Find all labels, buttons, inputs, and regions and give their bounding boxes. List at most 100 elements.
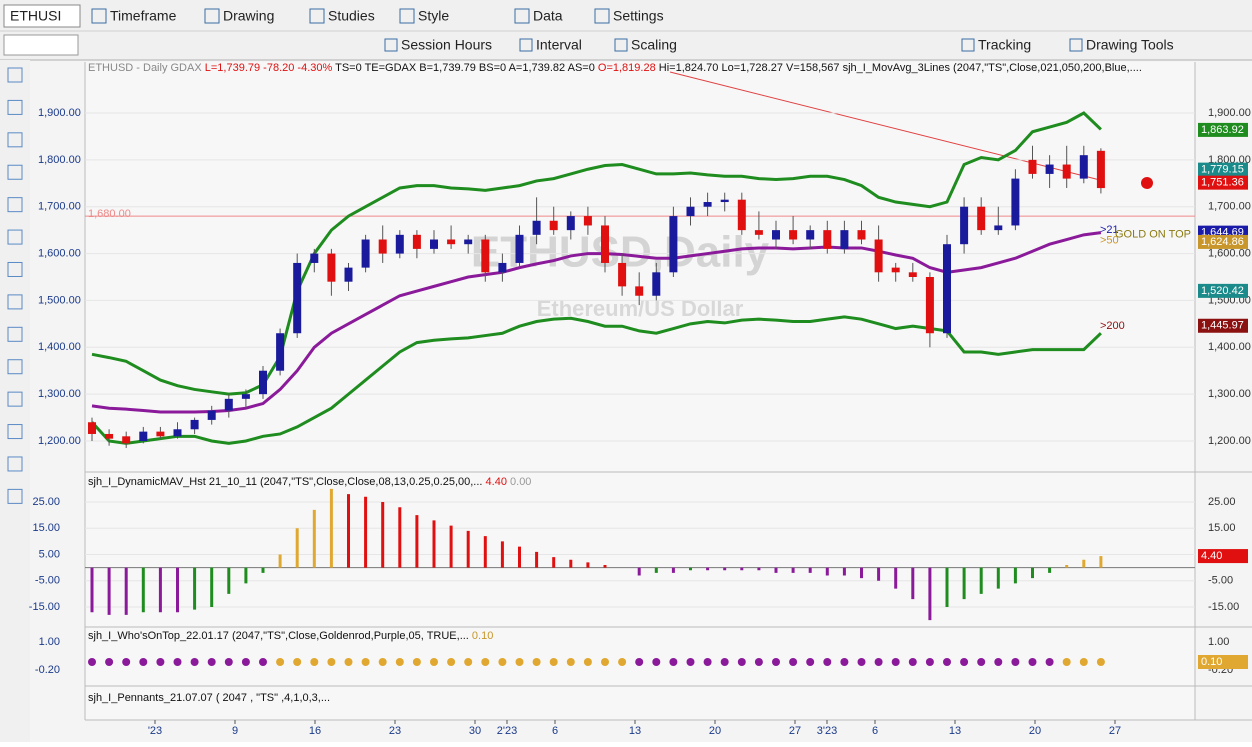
trend-line [669,71,1101,181]
annotation: >21 [1100,224,1119,236]
tool-icon[interactable] [7,456,23,472]
hist-bar [90,567,94,613]
y-tick-label: 1,600.00 [38,247,81,259]
candle-body [139,431,148,441]
candle-body [105,433,114,439]
price-badge [1198,234,1248,249]
candle-body [720,199,729,203]
toolbar-button[interactable]: Scaling [631,37,677,53]
candle-body [891,267,900,273]
tool-icon[interactable] [7,488,23,504]
tool-icon[interactable] [399,8,415,24]
state-dot [1028,658,1037,666]
tool-icon[interactable] [614,38,628,52]
candle-body [156,431,165,437]
candle-body [241,394,250,399]
state-dot [464,658,473,666]
header-quote: TS=0 TE=GDAX B=1,739.79 BS=0 A=1,739.82 … [335,62,595,74]
state-dot [190,658,199,666]
toolbar-button[interactable]: Data [533,8,563,24]
tool-icon[interactable] [204,8,220,24]
candle-body [583,216,592,226]
y-tick-label: -5.00 [1208,575,1233,587]
tool-icon[interactable] [7,261,23,277]
hist-bar [603,565,607,568]
value-badge-label: 0.10 [1201,656,1222,668]
state-dot [874,658,883,666]
tool-icon[interactable] [7,164,23,180]
value-badge [1198,655,1248,669]
price-badge [1198,122,1248,137]
toolbar-button[interactable]: Drawing [223,8,274,24]
tool-icon[interactable] [7,99,23,115]
tool-icon[interactable] [1069,38,1083,52]
candle-body [122,436,131,444]
candle-body [310,253,319,263]
toolbar-button[interactable]: Interval [536,37,582,53]
hist-bar [415,515,419,568]
symbol-box[interactable] [3,4,81,28]
state-dot [549,658,558,666]
tool-icon[interactable] [7,197,23,213]
toolbar-button[interactable]: Settings [613,8,664,24]
state-dot [515,658,524,666]
state-dot [806,658,815,666]
hist-bar [894,567,898,589]
candle-body [430,239,438,249]
toolbar-button[interactable]: Studies [328,8,375,24]
state-dot [583,658,592,666]
state-dot [430,658,438,666]
candle-body [549,220,558,231]
tool-icon[interactable] [7,424,23,440]
hist-bar [449,525,453,568]
tool-icon[interactable] [594,8,610,24]
candle-body [1028,159,1037,174]
tool-icon[interactable] [384,38,398,52]
y-tick-label: 1,600.00 [1208,247,1251,259]
tool-icon[interactable] [7,229,23,245]
tool-icon[interactable] [7,132,23,148]
hist-bar [278,554,282,568]
hist-bar [535,551,539,568]
combo-box[interactable] [3,34,79,56]
state-dot [789,658,798,666]
tool-icon[interactable] [514,8,530,24]
hist-bar [996,567,1000,589]
candle-body [498,262,507,273]
tool-icon[interactable] [7,326,23,342]
hist-bar [860,567,863,579]
tool-icon[interactable] [7,359,23,375]
toolbar-button[interactable]: Style [418,8,449,24]
tool-icon[interactable] [91,8,107,24]
tool-icon[interactable] [961,38,975,52]
tool-icon[interactable] [7,391,23,407]
tool-icon[interactable] [7,294,23,310]
price-badge-label: 1,520.42 [1201,285,1244,297]
candle-body [925,277,934,334]
toolbar-button[interactable]: Timeframe [110,8,177,24]
price-badge [1198,162,1248,177]
candle-body [754,230,763,235]
tool-icon[interactable] [519,38,533,52]
candle-body [259,370,267,395]
toolbar-button[interactable]: Session Hours [401,37,492,53]
price-badge-label: 1,445.97 [1201,320,1244,332]
candle-body [361,239,370,268]
toolbar-button[interactable]: Drawing Tools [1086,37,1174,53]
tool-icon[interactable] [309,8,325,24]
price-badge [1198,283,1248,298]
hist-bar [842,567,846,576]
hist-bar [398,507,402,568]
state-dot [908,658,917,666]
candle-body [908,272,917,277]
state-dot [447,658,456,666]
x-tick-label: 13 [629,725,641,737]
candle-body [1096,150,1105,189]
x-tick-label: 23 [389,725,401,737]
state-dot [703,658,712,666]
toolbar-button[interactable]: Tracking [978,37,1031,53]
tool-icon[interactable] [7,67,23,83]
symbol[interactable]: ETHUSI [10,8,61,24]
state-dot [618,658,627,666]
y-tick-label: 1,700.00 [1208,201,1251,213]
